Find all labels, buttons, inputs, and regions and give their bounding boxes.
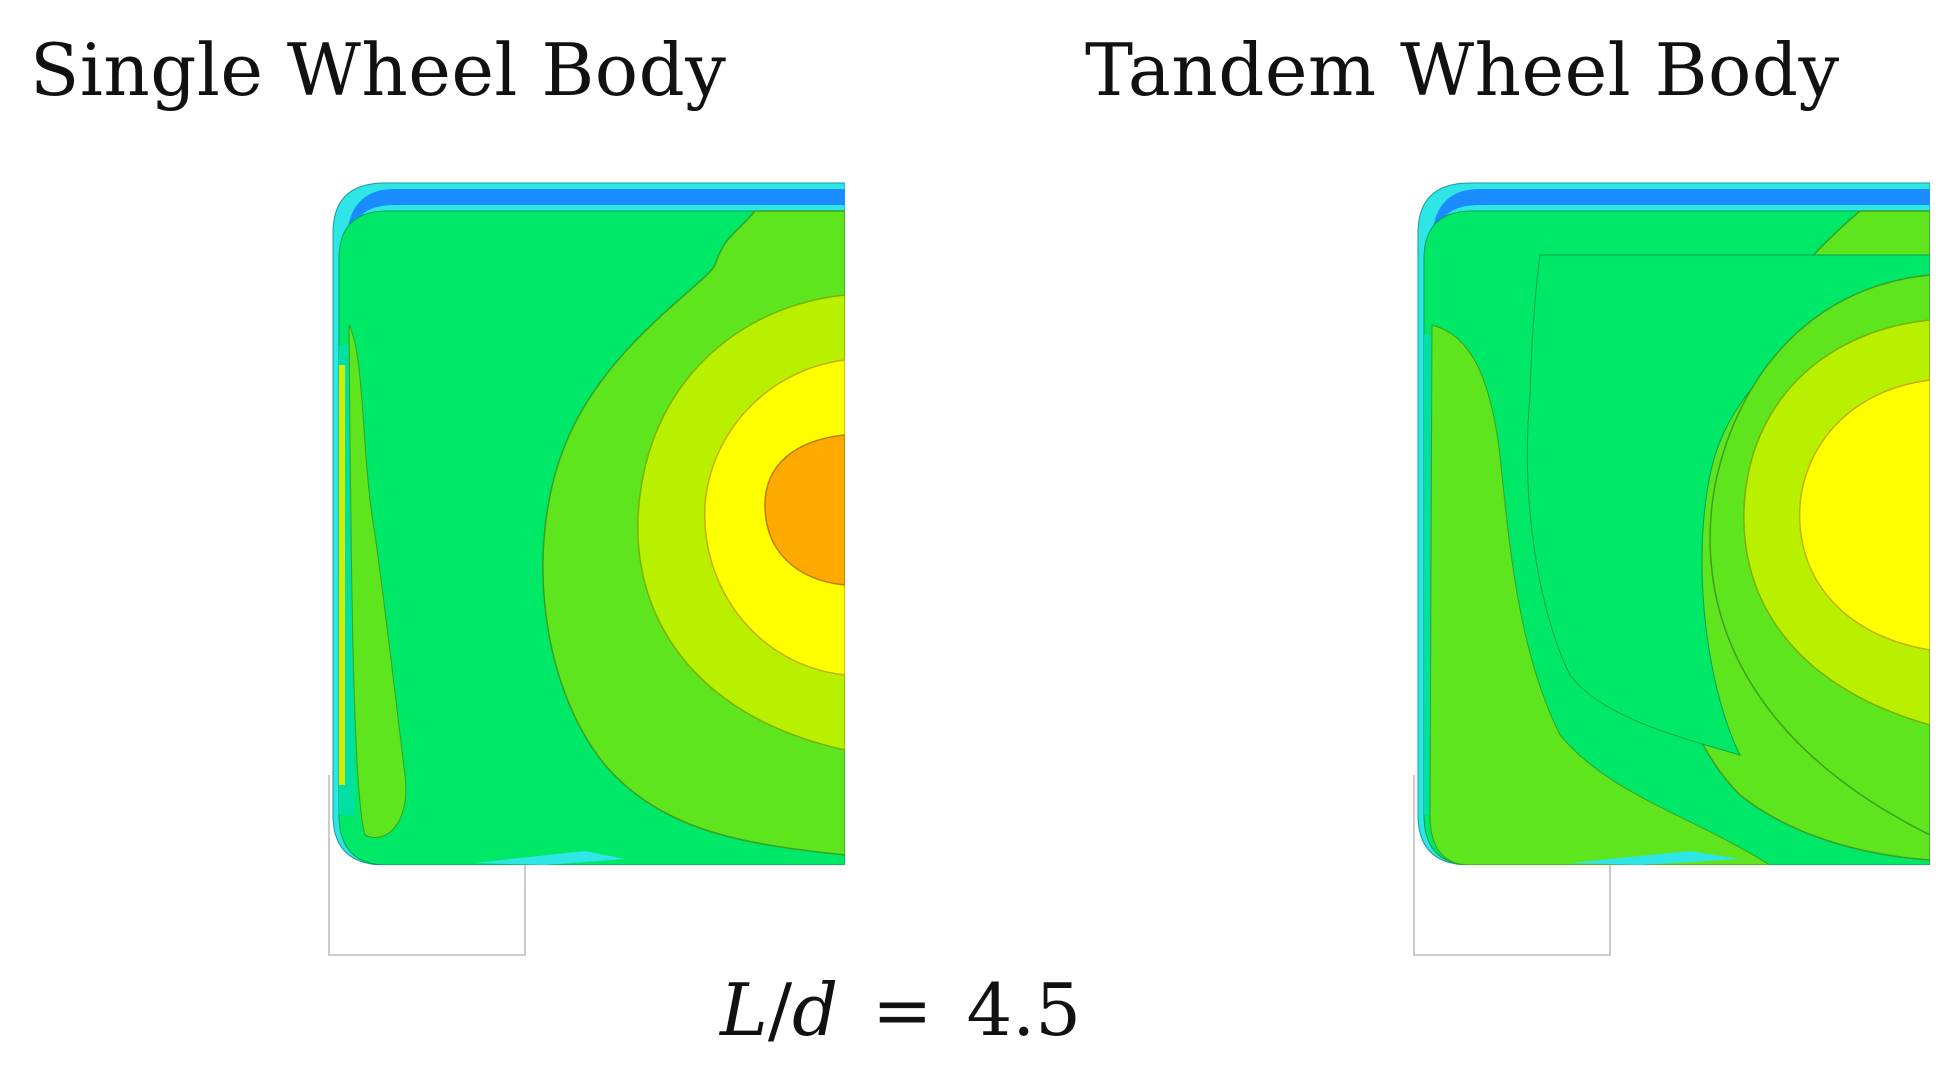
contour-yellow-sliver: [339, 365, 345, 785]
contour-bottom-speckle: [1570, 851, 1740, 865]
contour-plot-tandem: [1413, 182, 1930, 956]
panel-title-single: Single Wheel Body: [30, 28, 727, 112]
caption-slash: /: [767, 968, 793, 1052]
reference-bracket: [1413, 775, 1611, 956]
figure-caption: L/d = 4.5: [720, 968, 1081, 1052]
contour-bottom-speckle: [475, 851, 625, 865]
reference-bracket: [328, 775, 526, 956]
panel-title-tandem: Tandem Wheel Body: [1085, 28, 1840, 112]
caption-var-l: L: [720, 968, 768, 1052]
contour-light-green-wall: [1429, 324, 1772, 865]
contour-edge-blue: [347, 189, 845, 235]
contour-edge-blue: [1432, 189, 1930, 235]
caption-var-d: d: [792, 968, 839, 1052]
caption-equals: =: [872, 968, 933, 1052]
contour-light-green-tongue: [348, 324, 407, 838]
contour-yellow: [1798, 379, 1930, 651]
contour-plot-single: [328, 182, 845, 956]
caption-value: 4.5: [966, 968, 1082, 1052]
contour-orange-core: [764, 434, 845, 586]
